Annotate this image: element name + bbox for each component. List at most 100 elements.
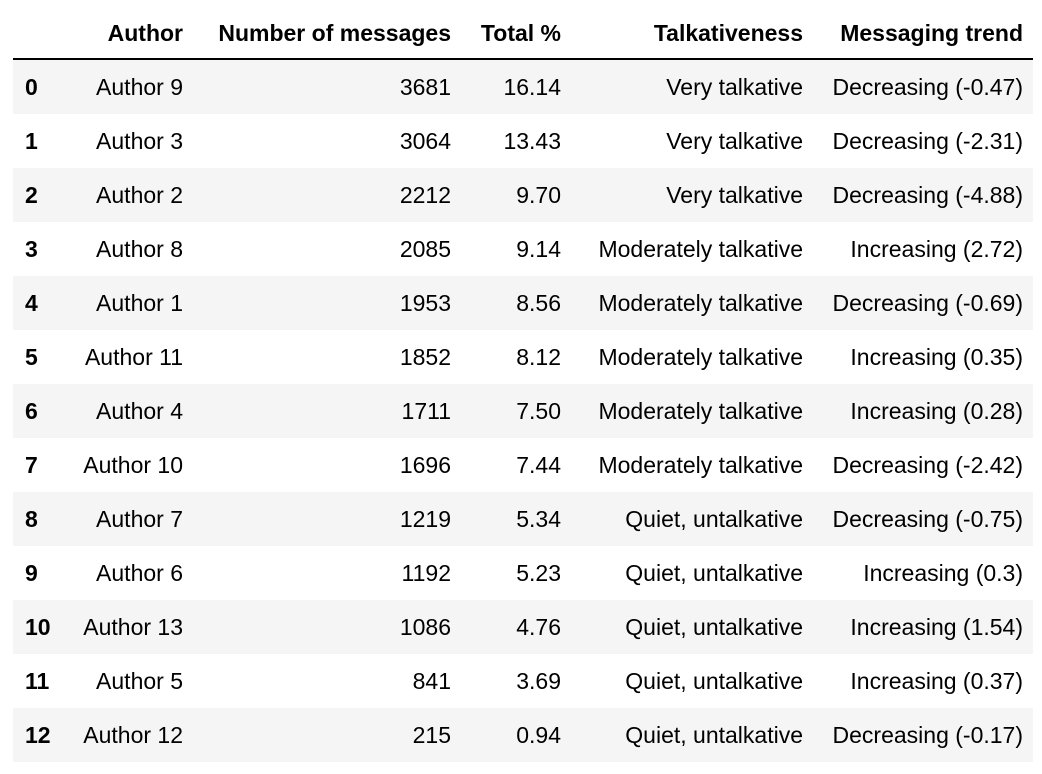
talkativeness-cell: Very talkative <box>666 73 803 100</box>
total-percent-cell: 0.94 <box>516 721 561 748</box>
total-percent-cell: 5.34 <box>516 505 561 532</box>
total-percent-cell: 5.23 <box>516 559 561 586</box>
total-percent-cell: 13.43 <box>503 127 561 154</box>
talkativeness-cell: Moderately talkative <box>598 451 803 478</box>
author-cell: Author 11 <box>84 343 183 370</box>
messaging-trend-cell: Increasing (0.37) <box>850 667 1023 694</box>
messages-count-cell: 3064 <box>399 127 451 154</box>
talkativeness-cell: Moderately talkative <box>598 235 803 262</box>
table-row: 11 Author 5 841 3.69 Quiet, untalkative Incre… <box>13 654 1033 708</box>
messages-count-cell: 3681 <box>399 73 451 100</box>
messaging-trend-cell: Decreasing (-2.31) <box>832 127 1023 154</box>
author-cell: Author 12 <box>83 721 183 748</box>
messaging-trend-cell: Increasing (0.3) <box>863 559 1023 586</box>
total-percent-cell: 4.76 <box>516 613 561 640</box>
messaging-trend-cell: Increasing (0.28) <box>850 397 1023 424</box>
table-row: 7 Author 10 1696 7.44 Moderately talkative De… <box>13 438 1033 492</box>
messaging-trend-cell: Decreasing (-2.42) <box>832 451 1023 478</box>
total-percent-cell: 9.14 <box>516 235 561 262</box>
total-percent-cell: 9.70 <box>516 181 561 208</box>
total-percent-cell: 7.50 <box>516 397 561 424</box>
messages-count-cell: 1696 <box>399 451 451 478</box>
total-percent-cell: 8.56 <box>516 289 561 316</box>
author-cell: Author 9 <box>96 73 183 100</box>
table-row: 3 Author 8 2085 9.14 Moderately talkative Inc… <box>13 222 1033 276</box>
talkativeness-cell: Quiet, untalkative <box>625 667 803 694</box>
column-header-talkativeness: Talkativeness <box>571 8 813 60</box>
table-row: 10 Author 13 1086 4.76 Quiet, untalkative Inc… <box>13 600 1033 654</box>
row-index-cell: 11 <box>25 667 50 694</box>
messaging-trend-cell: Increasing (0.35) <box>850 343 1023 370</box>
row-index-cell: 3 <box>25 235 38 262</box>
row-index-cell: 9 <box>25 559 38 586</box>
row-index-cell: 6 <box>25 397 38 424</box>
table-row: 0 Author 9 3681 16.14 Very talkative Decreasi… <box>13 59 1033 114</box>
author-cell: Author 6 <box>96 559 183 586</box>
table-row: 12 Author 12 215 0.94 Quiet, untalkative Decr… <box>13 708 1033 762</box>
table-row: 4 Author 1 1953 8.56 Moderately talkative Dec… <box>13 276 1033 330</box>
messages-count-cell: 2085 <box>399 235 451 262</box>
messages-count-cell: 841 <box>412 667 451 694</box>
column-header-index <box>13 8 65 60</box>
table-row: 8 Author 7 1219 5.34 Quiet, untalkative Decre… <box>13 492 1033 546</box>
column-header-total: Total % <box>461 8 571 60</box>
row-index-cell: 12 <box>25 721 51 748</box>
talkativeness-cell: Very talkative <box>666 181 803 208</box>
author-cell: Author 13 <box>83 613 183 640</box>
messages-count-cell: 1711 <box>401 397 451 424</box>
messages-count-cell: 1953 <box>399 289 451 316</box>
talkativeness-cell: Moderately talkative <box>598 289 803 316</box>
total-percent-cell: 3.69 <box>516 667 561 694</box>
total-percent-cell: 8.12 <box>516 343 561 370</box>
messaging-trend-cell: Decreasing (-4.88) <box>832 181 1023 208</box>
author-cell: Author 4 <box>96 397 183 424</box>
row-index-cell: 0 <box>25 73 38 100</box>
messaging-trend-cell: Decreasing (-0.17) <box>832 721 1023 748</box>
table-row: 5 Author 11 1852 8.12 Moderately talkative In… <box>13 330 1033 384</box>
talkativeness-cell: Quiet, untalkative <box>625 559 803 586</box>
table-body: 0 Author 9 3681 16.14 Very talkative Decreasi… <box>13 59 1033 762</box>
row-index-cell: 4 <box>25 289 38 316</box>
column-header-author: Author <box>65 8 193 60</box>
row-index-cell: 10 <box>25 613 51 640</box>
author-cell: Author 7 <box>96 505 183 532</box>
talkativeness-cell: Moderately talkative <box>598 397 803 424</box>
talkativeness-cell: Quiet, untalkative <box>625 613 803 640</box>
talkativeness-cell: Quiet, untalkative <box>625 721 803 748</box>
total-percent-cell: 16.14 <box>503 73 561 100</box>
dataframe-table: Author Number of messages Total % Talkat… <box>13 8 1033 762</box>
author-cell: Author 3 <box>96 127 183 154</box>
messages-count-cell: 1086 <box>399 613 451 640</box>
messaging-trend-cell: Increasing (2.72) <box>850 235 1023 262</box>
table-row: 6 Author 4 1711 7.50 Moderately talkative Inc… <box>13 384 1033 438</box>
author-cell: Author 5 <box>96 667 183 694</box>
messaging-trend-cell: Decreasing (-0.47) <box>832 73 1023 100</box>
row-index-cell: 1 <box>25 127 38 154</box>
author-cell: Author 10 <box>83 451 183 478</box>
talkativeness-cell: Moderately talkative <box>598 343 803 370</box>
author-cell: Author 8 <box>96 235 183 262</box>
column-header-trend: Messaging trend <box>813 8 1033 60</box>
messages-count-cell: 2212 <box>399 181 451 208</box>
messages-count-cell: 1192 <box>401 559 451 586</box>
messaging-trend-cell: Decreasing (-0.75) <box>832 505 1023 532</box>
table-row: 1 Author 3 3064 13.43 Very talkative Decreasi… <box>13 114 1033 168</box>
messages-count-cell: 215 <box>412 721 451 748</box>
messaging-trend-cell: Increasing (1.54) <box>850 613 1023 640</box>
author-cell: Author 2 <box>96 181 183 208</box>
messages-count-cell: 1852 <box>399 343 451 370</box>
header-row: Author Number of messages Total % Talkat… <box>13 8 1033 60</box>
row-index-cell: 8 <box>25 505 38 532</box>
row-index-cell: 7 <box>25 451 38 478</box>
messages-count-cell: 1219 <box>399 505 451 532</box>
table-row: 2 Author 2 2212 9.70 Very talkative Decreasin… <box>13 168 1033 222</box>
talkativeness-cell: Very talkative <box>666 127 803 154</box>
column-header-messages: Number of messages <box>193 8 461 60</box>
messaging-trend-cell: Decreasing (-0.69) <box>832 289 1023 316</box>
table-header: Author Number of messages Total % Talkat… <box>13 8 1033 60</box>
talkativeness-cell: Quiet, untalkative <box>625 505 803 532</box>
author-cell: Author 1 <box>96 289 183 316</box>
row-index-cell: 5 <box>25 343 38 370</box>
total-percent-cell: 7.44 <box>516 451 561 478</box>
row-index-cell: 2 <box>25 181 38 208</box>
